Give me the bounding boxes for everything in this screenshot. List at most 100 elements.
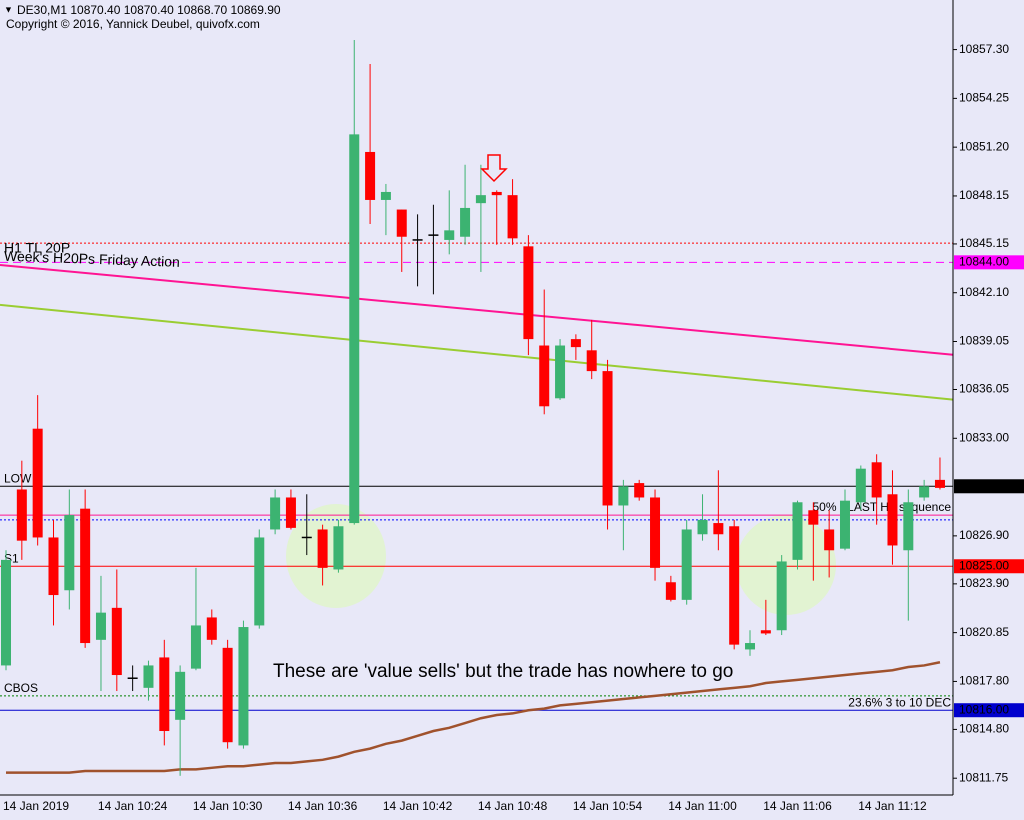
candle-body: [111, 607, 122, 676]
level-tag: 23.6% 3 to 10 DEC: [848, 695, 951, 709]
candle-body: [238, 627, 249, 746]
y-tick-label: 10820.85: [959, 625, 1009, 639]
candle-body: [602, 371, 613, 506]
candle-body: [285, 497, 296, 528]
candle-body: [317, 529, 328, 568]
candle-body: [618, 486, 629, 506]
candle-body: [412, 239, 423, 241]
y-tick-label: 10817.80: [959, 674, 1009, 688]
x-tick-label: 14 Jan 2019: [3, 799, 69, 813]
candle-body: [523, 246, 534, 340]
y-tick-label: 10854.25: [959, 91, 1009, 105]
candle-body: [871, 462, 882, 498]
candle-body: [1, 559, 11, 666]
candle-body: [254, 537, 265, 626]
level-price-label: 10830.00: [959, 478, 1009, 492]
candle-body: [539, 345, 550, 407]
candle-body: [475, 195, 486, 204]
level-price-label: 10844.00: [959, 255, 1009, 269]
candle-body: [349, 134, 360, 524]
chart-subtitle: Copyright © 2016, Yannick Deubel, quivof…: [6, 17, 260, 31]
candle-body: [507, 195, 518, 239]
y-tick-label: 10845.15: [959, 236, 1009, 250]
candle-body: [428, 234, 439, 236]
candle-body: [570, 339, 581, 348]
candle-body: [270, 497, 281, 530]
candle-body: [444, 230, 455, 240]
candle-body: [80, 508, 91, 644]
candle-body: [697, 519, 708, 535]
signal-arrow: [480, 154, 508, 183]
candle-body: [555, 345, 566, 399]
candle-body: [365, 151, 376, 200]
candle-body: [665, 582, 676, 600]
candle-body: [634, 483, 645, 498]
candle-body: [32, 428, 43, 538]
candle-body: [333, 526, 344, 570]
menu-triangle: ▼: [4, 4, 13, 14]
candle-body: [681, 529, 692, 600]
y-tick-label: 10839.05: [959, 334, 1009, 348]
candle-body: [792, 502, 803, 560]
annotation: H1 TL 20P: [4, 240, 70, 256]
candle-body: [222, 647, 233, 743]
y-tick-label: 10848.15: [959, 188, 1009, 202]
candle-body: [16, 489, 27, 541]
level-price-box: [954, 255, 1024, 270]
annotation: Week's H20Ps Friday Action: [4, 248, 180, 270]
x-tick-label: 14 Jan 10:30: [193, 799, 263, 813]
trend-line: [0, 303, 954, 401]
candle-body: [839, 500, 850, 549]
x-tick-label: 14 Jan 10:36: [288, 799, 358, 813]
candle-body: [934, 479, 945, 488]
candle-body: [64, 515, 75, 591]
candle-body: [175, 671, 186, 720]
candle-body: [206, 617, 217, 640]
trend-line: [0, 263, 954, 356]
candle-body: [396, 209, 407, 237]
x-tick-label: 14 Jan 11:06: [763, 799, 832, 813]
candle-body: [713, 523, 724, 535]
y-tick-label: 10811.75: [959, 770, 1008, 784]
candle-body: [650, 497, 661, 568]
candle-body: [491, 191, 502, 196]
chart-title: DE30,M1 10870.40 10870.40 10868.70 10869…: [17, 3, 281, 17]
candle-body: [127, 677, 138, 679]
y-tick-label: 10842.10: [959, 285, 1009, 299]
candle-body: [919, 486, 930, 498]
candle-body: [143, 665, 154, 688]
level-price-box: [954, 479, 1024, 494]
candle-body: [824, 529, 835, 551]
x-tick-label: 14 Jan 10:54: [573, 799, 643, 813]
y-tick-label: 10823.90: [959, 576, 1009, 590]
candle-body: [190, 625, 201, 669]
candle-body: [301, 536, 312, 539]
y-tick-label: 10814.80: [959, 722, 1009, 736]
candle-body: [745, 643, 756, 650]
candle-body: [95, 612, 106, 640]
x-tick-label: 14 Jan 10:42: [383, 799, 453, 813]
level-tag: 50% - LAST H1 sequence: [812, 500, 951, 514]
y-tick-label: 10851.20: [959, 139, 1009, 153]
candle-body: [855, 468, 866, 503]
y-tick-label: 10833.00: [959, 430, 1009, 444]
level-price-box: [954, 559, 1024, 574]
candle-body: [460, 207, 471, 237]
candle-body: [903, 502, 914, 551]
moving-average: [6, 661, 941, 774]
level-price-label: 10816.00: [959, 702, 1009, 716]
y-tick-label: 10826.90: [959, 528, 1009, 542]
x-tick-label: 14 Jan 10:48: [478, 799, 548, 813]
candle-body: [48, 537, 59, 596]
x-tick-label: 14 Jan 11:12: [858, 799, 927, 813]
x-tick-label: 14 Jan 11:00: [668, 799, 737, 813]
level-price-box: [954, 703, 1024, 718]
candle-body: [159, 657, 170, 732]
candle-body: [760, 630, 771, 634]
level-price-label: 10825.00: [959, 558, 1009, 572]
y-tick-label: 10857.30: [959, 42, 1009, 56]
candle-body: [887, 494, 898, 546]
